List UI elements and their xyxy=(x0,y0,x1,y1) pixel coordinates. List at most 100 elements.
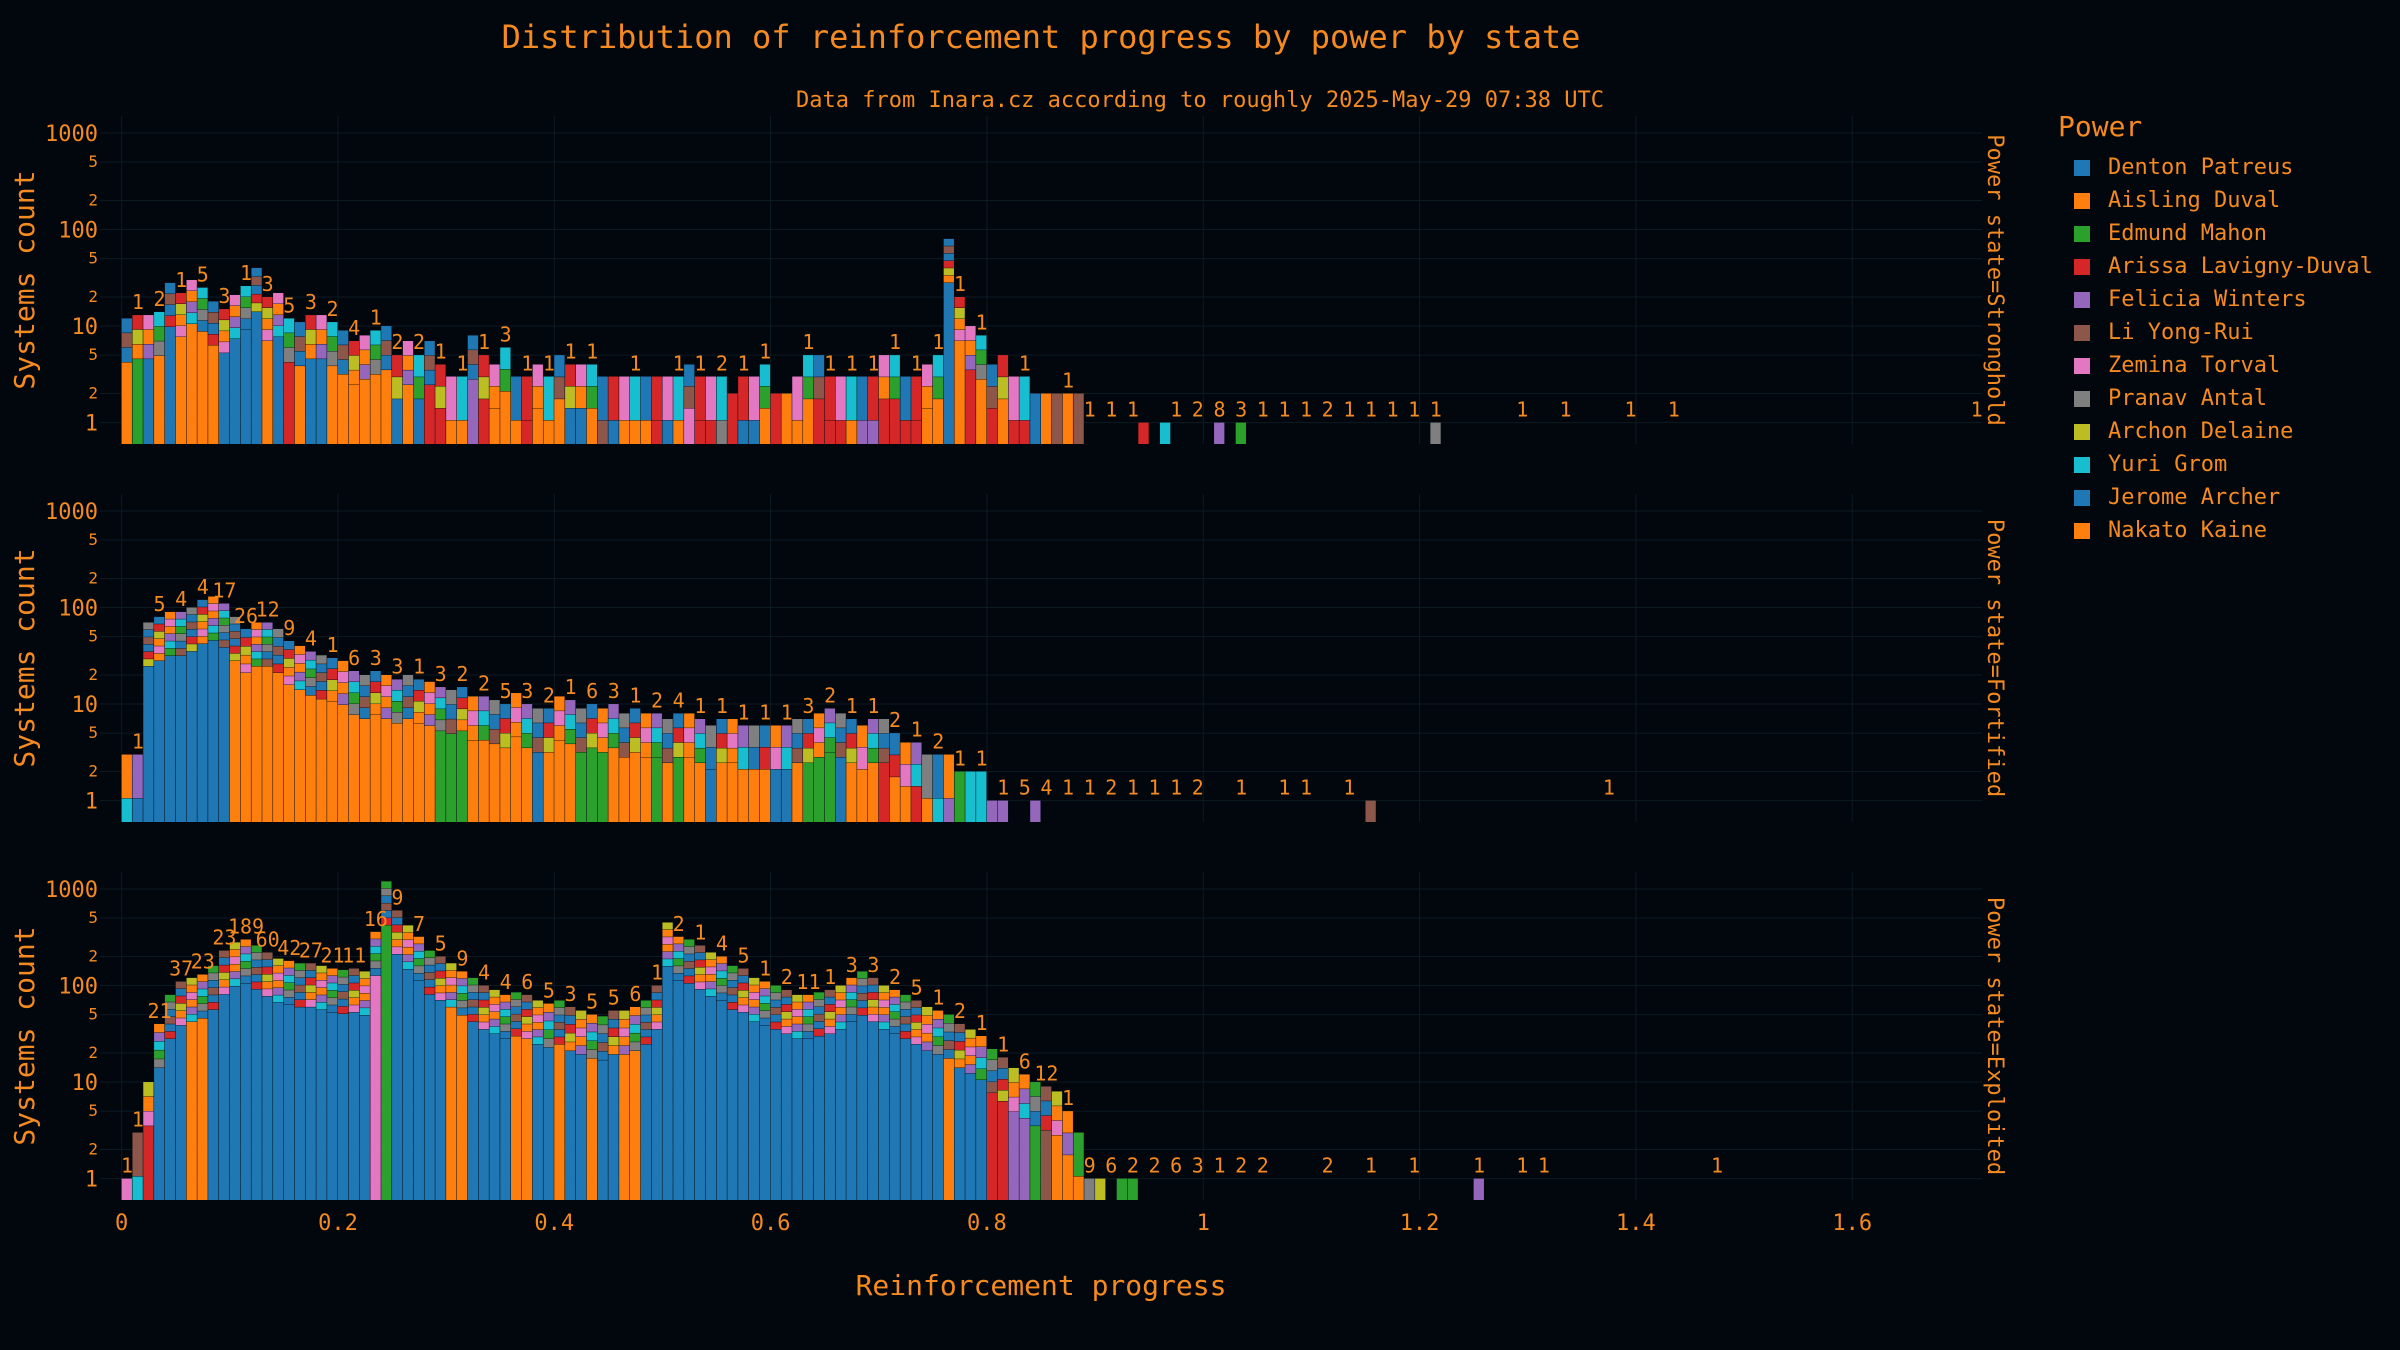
legend-label: Denton Patreus xyxy=(2108,155,2294,180)
histogram-bar-segment xyxy=(392,377,403,399)
histogram-bar xyxy=(251,311,262,444)
histogram-bar-segment xyxy=(154,616,165,624)
histogram-bar-segment xyxy=(662,959,673,967)
bar-count-label: 1 xyxy=(1084,398,1096,422)
histogram-bar-segment xyxy=(337,671,349,683)
histogram-bar xyxy=(143,359,154,444)
histogram-bar-segment xyxy=(229,305,241,317)
histogram-bar-segment xyxy=(175,988,187,996)
histogram-bar-segment xyxy=(943,253,954,261)
x-tick-label: 1 xyxy=(1197,1211,1210,1236)
histogram-bar-segment xyxy=(976,1058,987,1069)
histogram-bar-segment xyxy=(867,748,879,763)
histogram-bar-segment xyxy=(662,922,673,930)
histogram-bar xyxy=(435,408,446,444)
histogram-bar-segment xyxy=(857,986,868,994)
histogram-bar-segment xyxy=(208,1002,219,1010)
histogram-bar-segment xyxy=(305,677,316,687)
histogram-bar-segment xyxy=(197,298,208,310)
bar-count-label: 21 xyxy=(147,999,171,1023)
histogram-bar-segment xyxy=(240,961,251,969)
bar-count-label: 1 xyxy=(1408,398,1420,422)
bar-count-label: 1 xyxy=(521,352,533,376)
histogram-bar-segment xyxy=(673,951,684,959)
y-tick-label: 100 xyxy=(58,975,98,1000)
histogram-bar xyxy=(965,771,976,822)
histogram-bar-segment xyxy=(543,1012,554,1021)
histogram-bar-segment xyxy=(229,624,241,632)
histogram-bar xyxy=(1051,393,1063,444)
histogram-bar-segment xyxy=(846,977,857,985)
histogram-bar xyxy=(283,685,295,822)
histogram-bar xyxy=(835,1029,846,1200)
histogram-bar-segment xyxy=(402,686,414,697)
histogram-bar-segment xyxy=(262,629,273,637)
histogram-bar-segment xyxy=(1008,1067,1019,1083)
histogram-bar-segment xyxy=(489,1011,500,1019)
histogram-bar xyxy=(1073,393,1084,444)
histogram-bar-segment xyxy=(932,1028,944,1037)
legend-label: Aisling Duval xyxy=(2108,188,2281,213)
bar-count-label: 1 xyxy=(1213,1154,1225,1178)
y-tick-label: 100 xyxy=(58,597,98,622)
histogram-bar xyxy=(846,1021,857,1200)
histogram-bar-segment xyxy=(316,655,327,664)
histogram-bar-segment xyxy=(446,977,457,985)
histogram-bar-segment xyxy=(381,697,392,708)
histogram-bar-segment xyxy=(121,347,132,363)
histogram-bar-segment xyxy=(305,970,316,978)
bar-count-label: 1 xyxy=(564,675,576,699)
histogram-bar xyxy=(619,757,630,822)
histogram-bar-segment xyxy=(608,376,619,421)
histogram-bar xyxy=(478,399,489,444)
histogram-bar-segment xyxy=(738,376,749,421)
histogram-bar xyxy=(456,420,468,444)
histogram-bar-segment xyxy=(932,377,944,399)
histogram-bar-segment xyxy=(705,989,717,997)
histogram-bar-segment xyxy=(651,1007,662,1015)
histogram-bar xyxy=(500,1038,511,1200)
histogram-bar-segment xyxy=(402,708,414,719)
histogram-bar-segment xyxy=(262,296,273,308)
histogram-bar-segment xyxy=(186,313,197,324)
histogram-bar-segment xyxy=(337,660,349,672)
histogram-bar-segment xyxy=(1008,1097,1019,1112)
histogram-bar-segment xyxy=(218,603,230,611)
histogram-bar xyxy=(1019,1118,1030,1200)
bar-count-label: 1 xyxy=(1257,398,1269,422)
histogram-bar xyxy=(262,996,273,1200)
bar-count-label: 4 xyxy=(500,970,512,994)
histogram-bar-segment xyxy=(586,733,598,748)
histogram-bar-segment xyxy=(413,712,424,724)
bar-count-label: 1 xyxy=(1170,398,1182,422)
bar-count-label: 1 xyxy=(889,330,901,354)
histogram-bar xyxy=(781,393,792,444)
histogram-bar-segment xyxy=(294,645,306,655)
histogram-bar-segment xyxy=(694,952,706,960)
histogram-bar xyxy=(738,769,749,822)
histogram-bar xyxy=(154,660,165,822)
histogram-bar-segment xyxy=(738,975,749,983)
histogram-bar-segment xyxy=(543,1003,554,1012)
histogram-bar-segment xyxy=(283,347,295,363)
histogram-bar-segment xyxy=(640,1015,652,1023)
histogram-bar-segment xyxy=(359,708,370,719)
histogram-bar-segment xyxy=(424,355,435,370)
histogram-bar xyxy=(748,420,760,444)
histogram-bar-segment xyxy=(208,301,219,313)
histogram-bar-segment xyxy=(392,917,403,925)
histogram-bar xyxy=(835,420,846,444)
histogram-bar-segment xyxy=(359,350,370,365)
legend-swatch xyxy=(2074,522,2090,539)
histogram-bar-segment xyxy=(251,659,262,667)
histogram-bar xyxy=(316,1009,327,1200)
histogram-bar xyxy=(846,420,857,444)
histogram-bar-segment xyxy=(521,994,533,1002)
histogram-bar xyxy=(835,757,846,822)
histogram-bar-segment xyxy=(435,956,446,964)
histogram-bar-segment xyxy=(229,971,241,979)
histogram-bar-segment xyxy=(770,1007,781,1015)
histogram-bar xyxy=(608,748,619,822)
histogram-bar-segment xyxy=(435,978,446,986)
histogram-bar-segment xyxy=(586,1040,598,1050)
